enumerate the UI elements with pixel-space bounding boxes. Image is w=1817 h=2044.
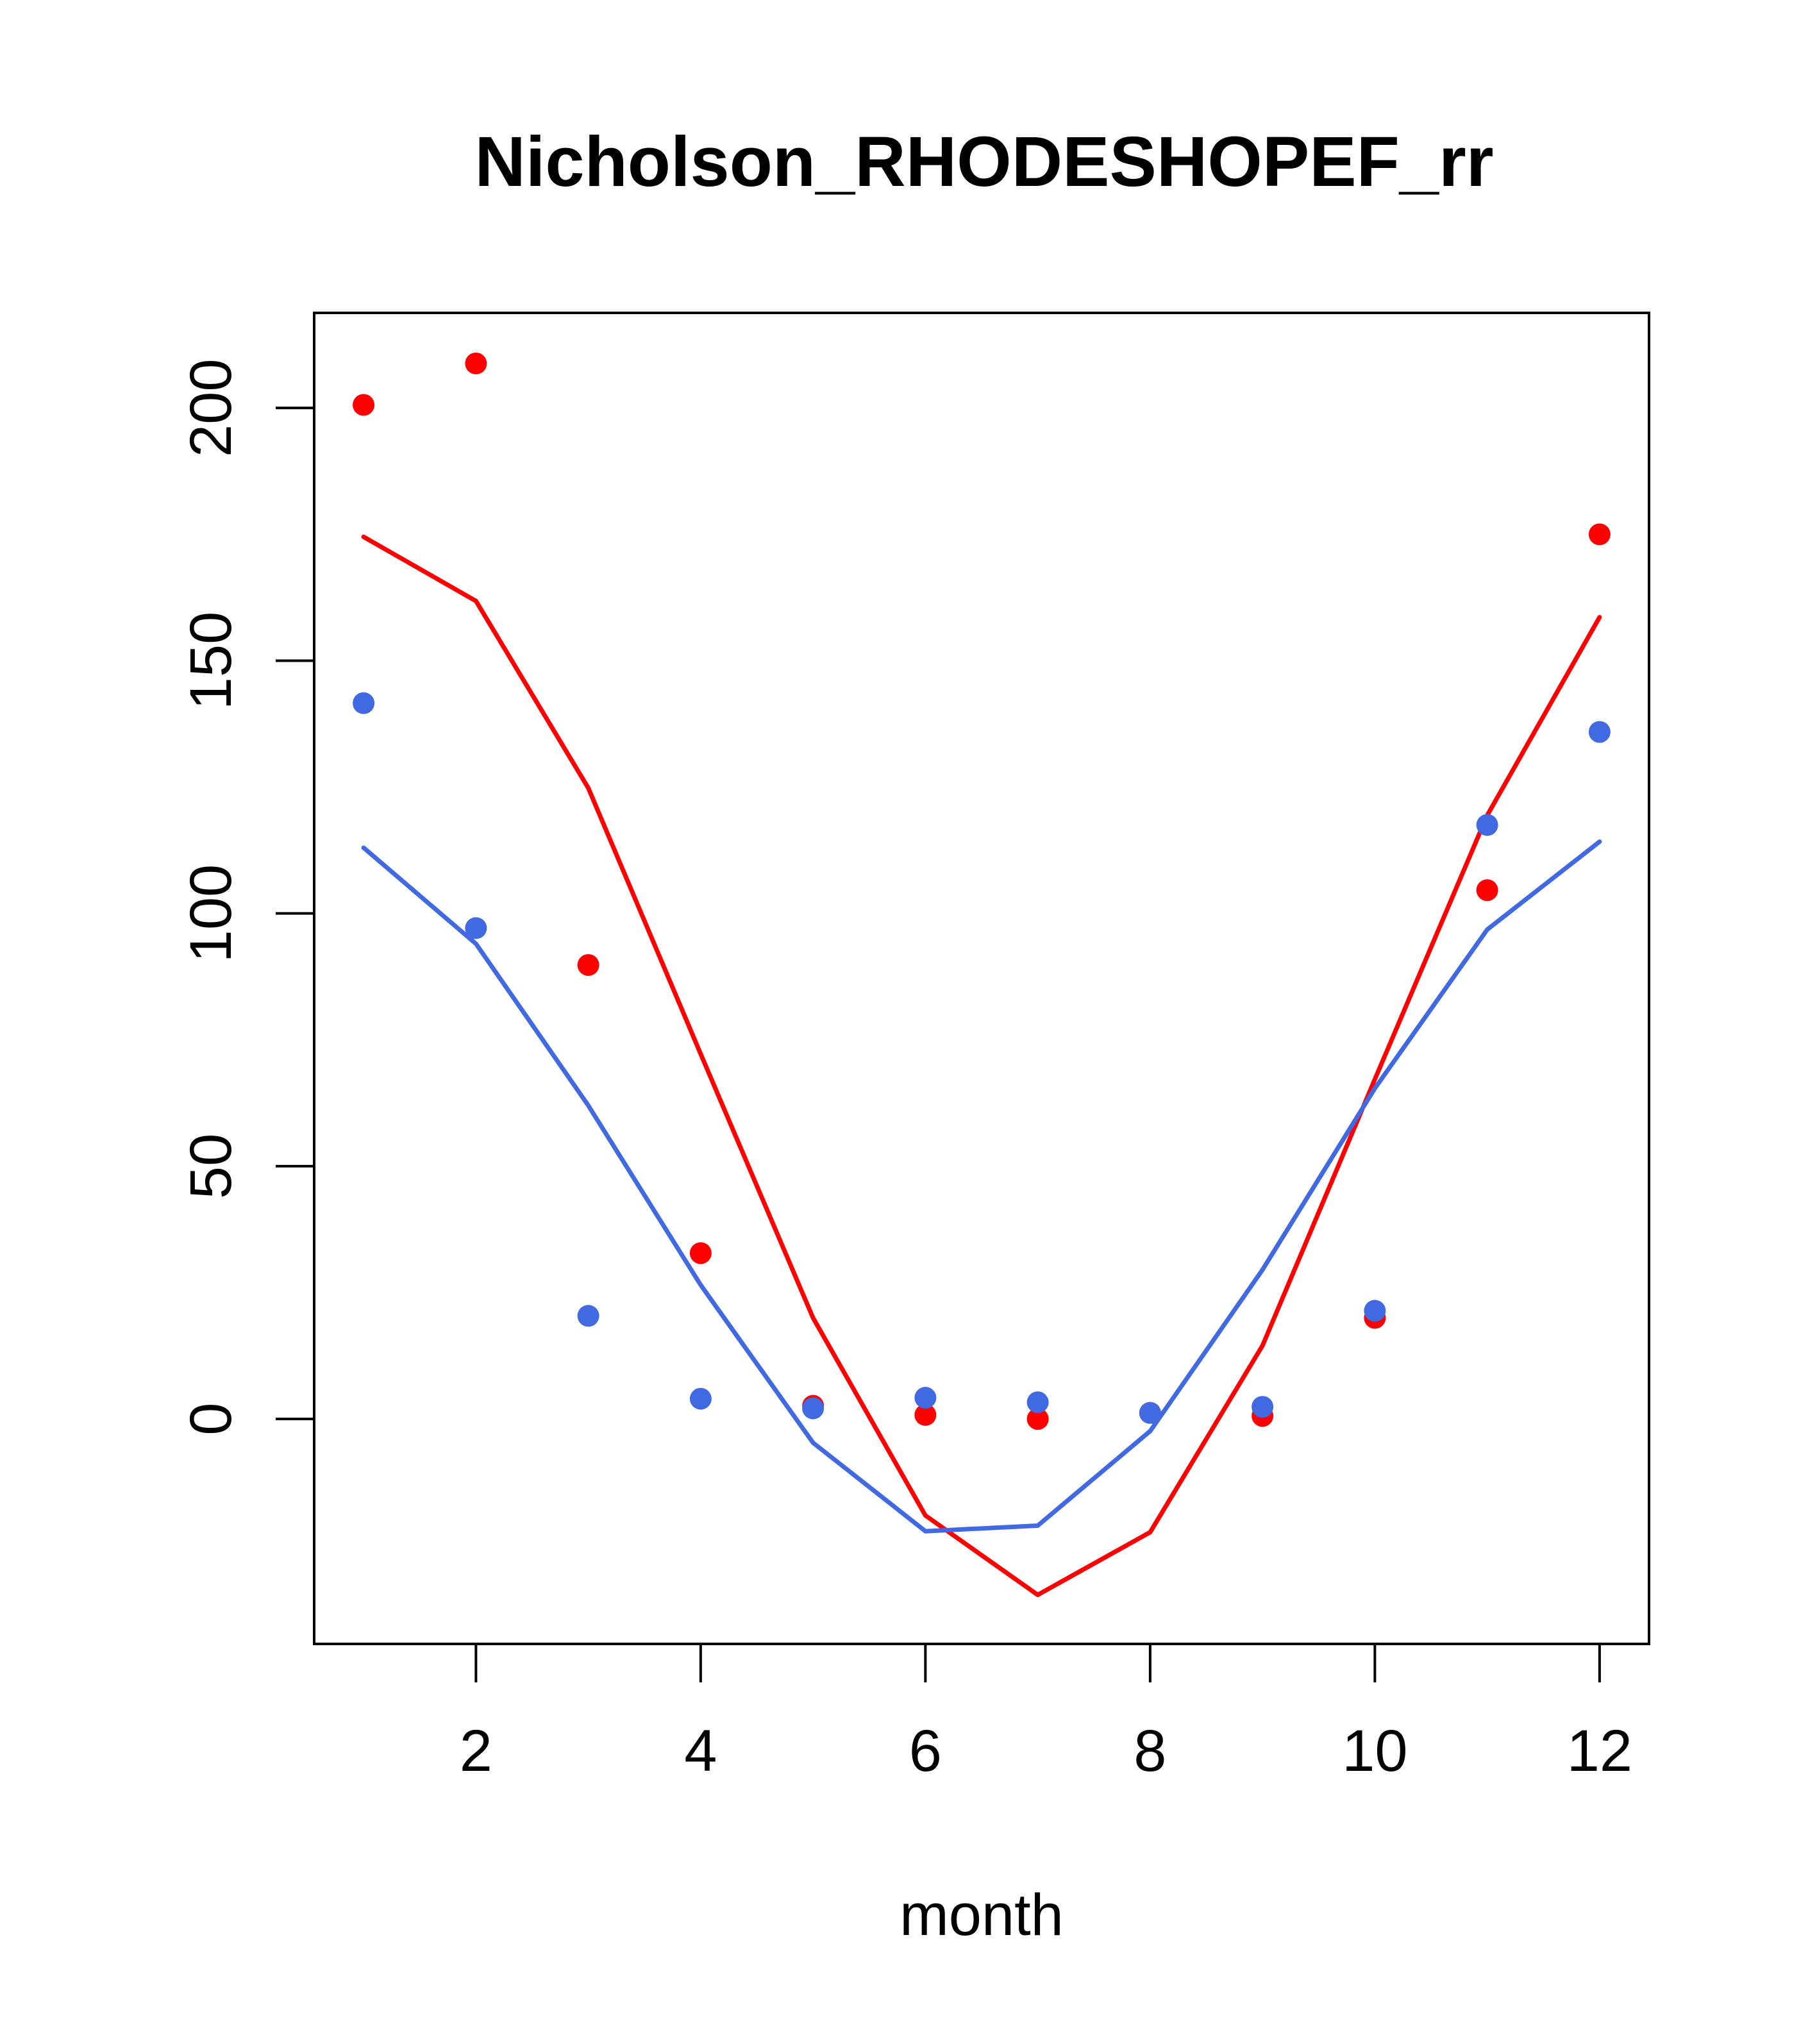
x-tick-label: 2 — [460, 1718, 492, 1784]
data-point-0 — [1588, 523, 1611, 546]
series-line-2 — [361, 534, 1602, 1597]
data-point-1 — [1026, 1391, 1049, 1414]
series-line-3 — [361, 839, 1602, 1534]
data-point-1 — [1588, 721, 1611, 743]
data-point-1 — [1364, 1300, 1386, 1322]
x-tick-label: 6 — [909, 1718, 942, 1784]
data-point-0 — [914, 1403, 937, 1426]
y-axis: 0 50 100 150 200 — [178, 358, 315, 1436]
data-point-1 — [353, 692, 375, 714]
data-point-1 — [1476, 814, 1498, 836]
y-tick-label: 150 — [178, 612, 244, 710]
x-tick-label: 12 — [1567, 1718, 1632, 1784]
data-point-0 — [577, 954, 599, 976]
data-point-1 — [802, 1397, 825, 1420]
data-point-0 — [465, 352, 487, 374]
data-point-1 — [1252, 1396, 1274, 1418]
y-tick-label: 200 — [178, 358, 244, 457]
data-point-0 — [689, 1242, 712, 1264]
data-point-1 — [465, 917, 487, 939]
x-tick-label: 4 — [684, 1718, 717, 1784]
data-point-1 — [689, 1387, 712, 1410]
x-tick-label: 8 — [1134, 1718, 1166, 1784]
x-axis: 2 4 6 8 10 12 — [460, 1643, 1632, 1784]
data-point-1 — [1139, 1402, 1161, 1424]
chart-title: Nicholson_RHODESHOPEF_rr — [474, 122, 1493, 201]
x-axis-label: month — [900, 1882, 1064, 1948]
x-tick-label: 10 — [1342, 1718, 1407, 1784]
y-tick-label: 100 — [178, 864, 244, 963]
data-point-1 — [914, 1387, 937, 1409]
data-point-0 — [1026, 1408, 1049, 1430]
y-tick-label: 50 — [178, 1134, 244, 1199]
data-point-0 — [353, 394, 375, 416]
data-point-0 — [1476, 879, 1498, 901]
y-tick-label: 0 — [178, 1403, 244, 1436]
series-layer — [353, 352, 1611, 1597]
data-point-1 — [577, 1305, 599, 1327]
